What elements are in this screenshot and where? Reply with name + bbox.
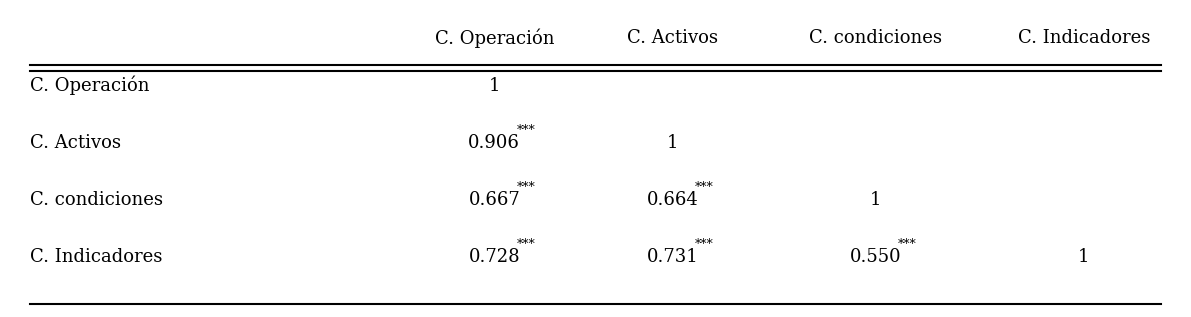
Text: 0.906: 0.906 [468,134,520,152]
Text: 0.550: 0.550 [849,248,902,266]
Text: ***: *** [898,238,916,251]
Text: 1: 1 [869,191,881,209]
Text: ***: *** [517,124,535,137]
Text: C. Indicadores: C. Indicadores [30,248,162,266]
Text: ***: *** [696,238,713,251]
Text: C. condiciones: C. condiciones [30,191,163,209]
Text: 1: 1 [1078,248,1090,266]
Text: ***: *** [517,238,535,251]
Text: ***: *** [517,181,535,194]
Text: C. Indicadores: C. Indicadores [1017,29,1151,47]
Text: ***: *** [696,181,713,194]
Text: C. Operación: C. Operación [30,76,149,95]
Text: 1: 1 [667,134,679,152]
Text: 0.728: 0.728 [468,248,520,266]
Text: 0.731: 0.731 [647,248,699,266]
Text: C. Activos: C. Activos [628,29,718,47]
Text: C. Activos: C. Activos [30,134,120,152]
Text: 1: 1 [488,77,500,94]
Text: 0.667: 0.667 [468,191,520,209]
Text: 0.664: 0.664 [647,191,699,209]
Text: C. condiciones: C. condiciones [809,29,942,47]
Text: C. Operación: C. Operación [435,28,554,48]
